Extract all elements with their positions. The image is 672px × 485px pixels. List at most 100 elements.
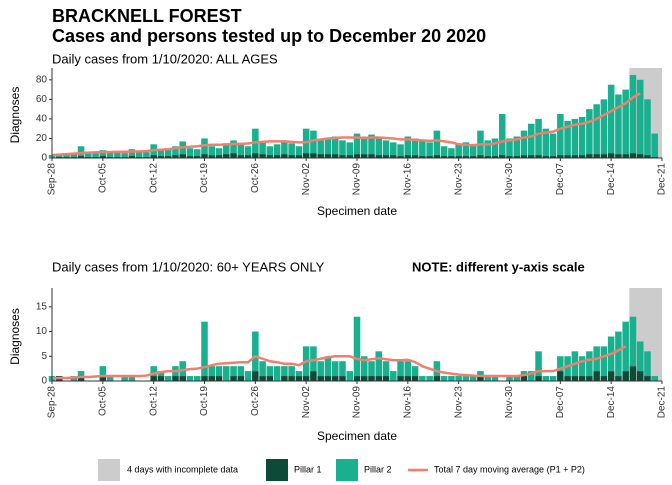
bar xyxy=(411,155,419,158)
bar xyxy=(578,356,586,377)
bar xyxy=(252,371,259,381)
bar xyxy=(491,376,499,381)
bar xyxy=(615,94,622,155)
bar xyxy=(179,376,186,381)
y-tick-label: 15 xyxy=(36,301,48,312)
bar xyxy=(557,114,564,156)
bar xyxy=(557,155,564,158)
bar xyxy=(622,89,629,155)
bar xyxy=(193,156,201,158)
bar xyxy=(281,140,288,155)
bar xyxy=(339,140,346,156)
x-tick-label: Oct-19 xyxy=(199,163,210,193)
bar xyxy=(208,366,216,377)
legend-swatch xyxy=(336,459,358,481)
bar xyxy=(281,154,288,158)
bar xyxy=(360,376,368,381)
bar xyxy=(644,155,651,158)
bar xyxy=(390,371,397,381)
bar xyxy=(317,154,324,158)
y-tick-label: 0 xyxy=(41,376,47,387)
bar xyxy=(317,361,324,377)
bar xyxy=(237,144,245,156)
bar xyxy=(223,154,230,158)
bar xyxy=(564,376,571,381)
x-tick-label: Sep-28 xyxy=(47,163,58,196)
bar xyxy=(462,156,470,158)
bar xyxy=(324,376,332,381)
bar xyxy=(484,140,491,157)
bar xyxy=(360,154,368,158)
bar xyxy=(92,153,99,158)
bar xyxy=(244,155,252,158)
bar xyxy=(353,316,361,377)
bar xyxy=(186,156,194,158)
bar xyxy=(128,376,136,381)
bar xyxy=(375,155,383,158)
bar xyxy=(353,376,361,381)
bar xyxy=(317,376,324,381)
bar xyxy=(157,376,165,381)
bar xyxy=(99,156,107,158)
bar xyxy=(302,376,310,381)
bar xyxy=(636,341,644,372)
legend-swatch xyxy=(266,459,288,481)
bar xyxy=(331,136,339,155)
bar xyxy=(506,376,513,381)
bar xyxy=(440,156,448,158)
bar xyxy=(448,156,455,158)
bar xyxy=(230,140,237,154)
bar xyxy=(600,376,608,381)
bar xyxy=(331,154,339,158)
bar xyxy=(440,146,448,157)
bar xyxy=(339,376,346,381)
bar xyxy=(121,376,128,381)
bar xyxy=(498,155,506,158)
bar xyxy=(571,118,579,156)
bar xyxy=(593,104,600,155)
bar xyxy=(382,361,390,377)
moving-average-line xyxy=(51,92,641,157)
bar xyxy=(607,84,615,154)
bar xyxy=(193,149,201,157)
bar xyxy=(70,153,78,158)
bar xyxy=(157,150,165,157)
x-tick-label: Oct-19 xyxy=(199,386,210,416)
bar xyxy=(288,143,295,156)
bar xyxy=(353,133,361,155)
bar xyxy=(397,156,404,158)
bar xyxy=(157,371,165,377)
bar xyxy=(223,366,230,381)
bar xyxy=(368,134,375,155)
bar xyxy=(375,351,383,377)
bar xyxy=(600,154,608,158)
bar xyxy=(259,376,266,381)
bar xyxy=(644,376,651,381)
bar xyxy=(513,136,521,157)
bar xyxy=(310,153,317,158)
bar xyxy=(571,376,579,381)
bar xyxy=(397,144,404,157)
bar xyxy=(397,376,404,381)
bar xyxy=(135,151,143,158)
bar xyxy=(288,376,295,381)
bar xyxy=(317,140,324,155)
bar xyxy=(172,146,179,156)
panel-title: Daily cases from 1/10/2020: 60+ YEARS ON… xyxy=(52,259,325,274)
bar xyxy=(368,154,375,158)
bar xyxy=(404,361,412,377)
bar xyxy=(223,143,230,155)
bar xyxy=(106,151,114,158)
bar xyxy=(259,154,266,158)
bar xyxy=(535,351,542,377)
bar xyxy=(520,376,528,381)
bar xyxy=(578,155,586,158)
bar xyxy=(252,331,259,372)
bar xyxy=(244,146,252,156)
bar xyxy=(360,136,368,155)
bar xyxy=(259,142,266,155)
legend-swatch xyxy=(98,459,120,481)
x-tick-label: Oct-12 xyxy=(148,163,159,193)
x-tick-label: Nov-23 xyxy=(453,386,464,419)
bar xyxy=(85,152,92,158)
